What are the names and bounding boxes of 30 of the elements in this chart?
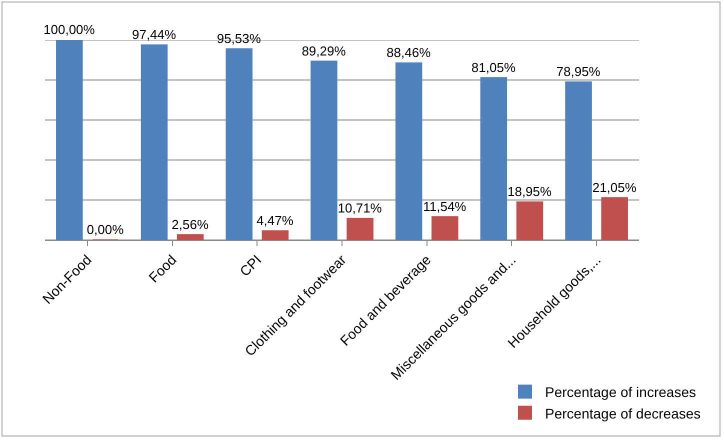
legend-label: Percentage of decreases (545, 405, 701, 422)
data-label: 81,05% (471, 60, 516, 75)
bar (262, 230, 289, 240)
data-label: 0,00% (86, 222, 124, 237)
data-label: 4,47% (256, 213, 294, 228)
x-tick-label: CPI (236, 252, 264, 280)
bar (601, 197, 628, 240)
data-label: 2,56% (172, 216, 209, 232)
legend-label: Percentage of increases (545, 384, 696, 400)
bar (346, 218, 374, 240)
data-label: 78,95% (556, 64, 601, 80)
bar (140, 44, 168, 240)
bar (480, 77, 508, 240)
data-label: 11,54% (423, 198, 467, 214)
bar (395, 62, 422, 240)
bar (516, 201, 544, 240)
data-label: 21,05% (592, 180, 637, 195)
bar (432, 216, 458, 240)
data-label: 95,53% (216, 30, 262, 46)
data-label: 89,29% (302, 43, 346, 58)
data-label: 100,00% (44, 22, 96, 37)
bar (310, 60, 338, 240)
bar (565, 81, 592, 240)
bar (226, 48, 252, 240)
data-label: 18,95% (507, 184, 552, 200)
data-label: 88,46% (386, 45, 432, 60)
data-label: 10,71% (338, 200, 382, 216)
data-label: 97,44% (132, 27, 177, 42)
bar (56, 40, 83, 240)
bar (176, 234, 204, 240)
